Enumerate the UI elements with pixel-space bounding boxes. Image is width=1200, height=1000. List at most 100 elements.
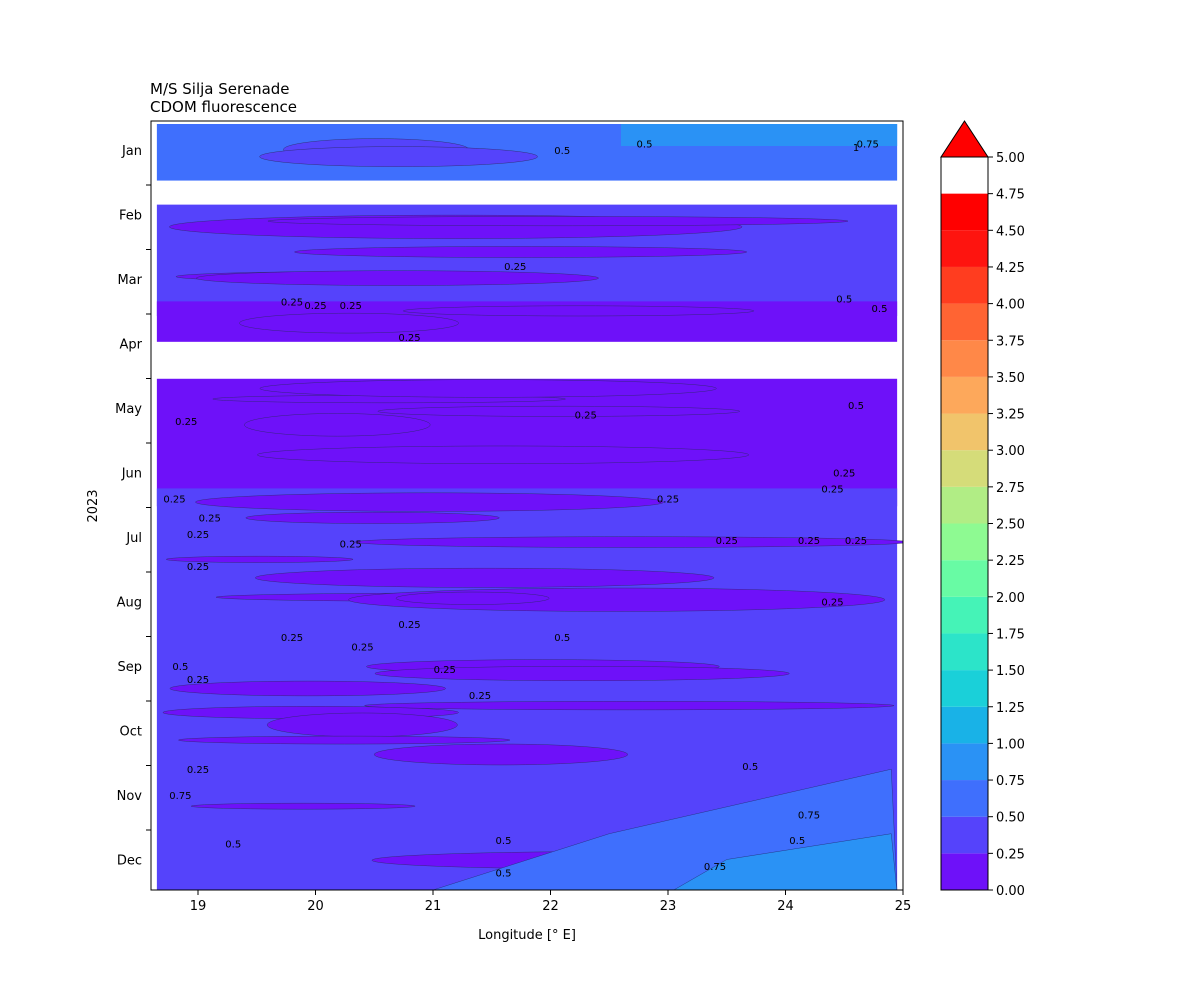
- x-tick-label: 21: [425, 899, 442, 914]
- colorbar-swatch: [941, 560, 988, 597]
- y-tick-label: Oct: [120, 725, 142, 740]
- contour-patch: [374, 666, 790, 681]
- colorbar-swatch: [941, 706, 988, 744]
- contour-label: 0.25: [199, 514, 221, 525]
- colorbar-swatch: [941, 340, 988, 377]
- contour-label: 0.5: [836, 294, 852, 305]
- contour-label: 0.25: [833, 469, 855, 480]
- colorbar-swatch: [941, 743, 988, 781]
- colorbar-tick-label: 5.00: [996, 151, 1025, 166]
- contour-label: 0.5: [496, 868, 512, 879]
- plot-frame: [150, 120, 904, 891]
- contour-label: 0.25: [163, 494, 185, 505]
- contour-label: 0.5: [496, 836, 512, 847]
- contour-label: 0.25: [657, 494, 679, 505]
- x-tick-label: 20: [307, 899, 324, 914]
- y-tick-label: Aug: [117, 596, 142, 611]
- contour-label: 0.25: [340, 539, 362, 550]
- contour-label: 0.5: [789, 836, 805, 847]
- colorbar-swatch: [941, 376, 988, 414]
- contour-label: 0.25: [398, 620, 420, 631]
- contour-patch: [257, 445, 750, 464]
- x-tick-label: 22: [542, 899, 559, 914]
- contour-label: 0.5: [637, 140, 653, 151]
- contour-label: 0.25: [798, 536, 820, 547]
- contour-label: 0.5: [172, 662, 188, 673]
- colorbar-swatch: [941, 193, 988, 231]
- colorbar-tick-label: 4.75: [996, 188, 1025, 203]
- colorbar-swatch: [941, 523, 988, 561]
- colorbar-tick-label: 1.75: [996, 627, 1025, 642]
- colorbar-swatch: [941, 780, 988, 817]
- colorbar-tick-label: 0.75: [996, 774, 1025, 789]
- contour-label: 0.25: [340, 301, 362, 312]
- contour-label: 0.25: [351, 643, 373, 654]
- contour-patch: [266, 712, 458, 738]
- colorbar-swatch: [941, 596, 988, 634]
- colorbar-tick-label: 2.00: [996, 591, 1025, 606]
- colorbar-swatch: [941, 303, 988, 341]
- contour-label: 0.75: [704, 862, 726, 873]
- contour-label: 0.25: [469, 691, 491, 702]
- x-tick-label: 24: [777, 899, 794, 914]
- contour-label: 0.25: [821, 485, 843, 496]
- colorbar-tick-label: 3.25: [996, 408, 1025, 423]
- contour-region-higher: [673, 833, 898, 890]
- colorbar-swatch: [941, 853, 988, 890]
- contour-label: 0.25: [304, 301, 326, 312]
- contour-patch: [374, 743, 628, 766]
- contour-label: 0.75: [169, 791, 191, 802]
- colorbar-tick-label: 1.00: [996, 737, 1025, 752]
- contour-patch: [395, 591, 550, 605]
- contour-patch: [244, 413, 431, 437]
- colorbar-tick-label: 4.25: [996, 261, 1025, 276]
- contour-label: 0.5: [848, 401, 864, 412]
- contour-label: 0.25: [504, 262, 526, 273]
- y-tick-label: Sep: [117, 660, 142, 675]
- contour-label: 0.25: [821, 598, 843, 609]
- colorbar-extend-arrow: [940, 120, 989, 158]
- y-tick-label: Mar: [117, 273, 142, 288]
- contour-patch: [255, 567, 715, 588]
- contour-label: 0.25: [187, 562, 209, 573]
- x-tick-label: 23: [660, 899, 677, 914]
- colorbar-tick-label: 2.50: [996, 518, 1025, 533]
- contour-label: 0.25: [575, 410, 597, 421]
- y-tick-label: May: [115, 402, 142, 417]
- colorbar-swatch: [941, 413, 988, 451]
- contour-label: 0.75: [798, 810, 820, 821]
- contour-patch: [267, 216, 849, 227]
- contour-patch: [259, 379, 717, 398]
- contour-label: 0.25: [187, 675, 209, 686]
- y-axis-label: 2023: [86, 489, 101, 522]
- colorbar-tick-label: 3.00: [996, 444, 1025, 459]
- colorbar-tick-label: 0.50: [996, 811, 1025, 826]
- contour-region-jan: [621, 124, 898, 146]
- contour-label: 1: [853, 143, 859, 154]
- x-tick-label: 19: [190, 899, 207, 914]
- contour-label: 0.25: [187, 530, 209, 541]
- colorbar-tick-label: 4.00: [996, 298, 1025, 313]
- contour-label: 0.25: [398, 333, 420, 344]
- contour-patch: [195, 492, 664, 512]
- colorbar-swatch: [941, 450, 988, 487]
- contour-label: 0.25: [434, 665, 456, 676]
- contour-label: 0.5: [742, 762, 758, 773]
- contour-label: 0.5: [872, 304, 888, 315]
- contour-label: 0.25: [716, 536, 738, 547]
- contour-label: 0.25: [175, 417, 197, 428]
- colorbar-swatch: [941, 486, 988, 524]
- chart-subtitle: CDOM fluorescence: [150, 98, 298, 116]
- chart-title: M/S Silja Serenade: [150, 80, 290, 98]
- colorbar-tick-label: 3.50: [996, 371, 1025, 386]
- y-tick-label: Jul: [125, 531, 142, 546]
- contour-patch: [178, 735, 511, 745]
- y-tick-label: Apr: [120, 338, 143, 353]
- contour-patch: [294, 246, 747, 258]
- colorbar: 0.00 0.25 0.50 0.75 1.00 1.25 1.50 1.75 2.00 2.25…: [940, 120, 1025, 899]
- colorbar-swatch: [941, 816, 988, 854]
- y-tick-label: Jun: [121, 467, 142, 482]
- colorbar-swatch: [941, 670, 988, 707]
- contour-label: 0.25: [845, 536, 867, 547]
